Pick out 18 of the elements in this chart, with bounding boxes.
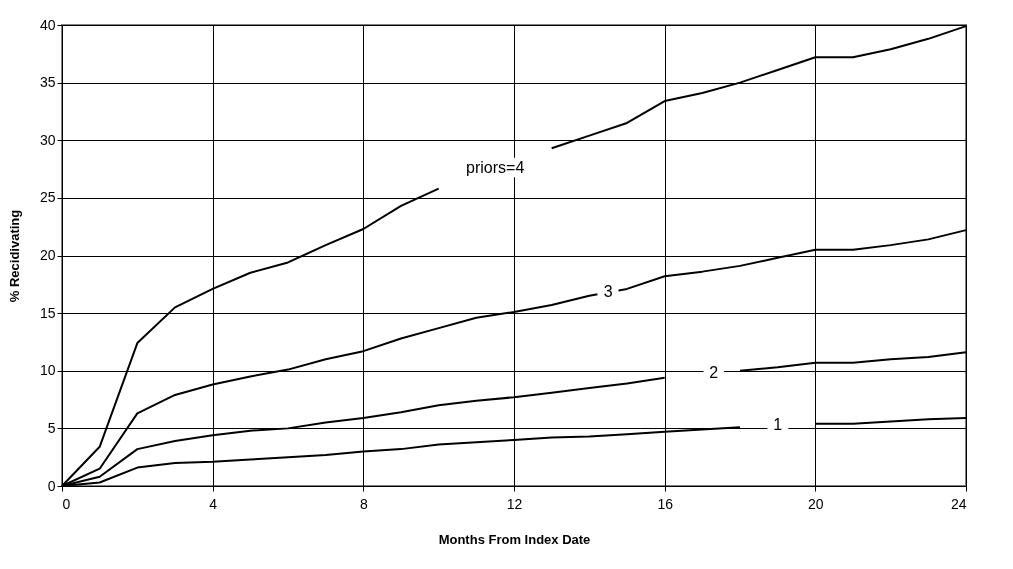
y-tick-label: 10 <box>39 362 56 379</box>
y-tick-label: 5 <box>47 419 56 436</box>
y-tick-label: 35 <box>39 74 56 91</box>
x-tick-label: 20 <box>808 495 824 512</box>
y-tick-label: 15 <box>39 304 56 321</box>
x-tick-label: 16 <box>657 495 674 512</box>
y-tick-label: 20 <box>39 247 56 263</box>
y-tick-label: 30 <box>39 131 56 148</box>
y-tick-label: 25 <box>39 189 56 206</box>
x-tick-label: 8 <box>359 495 368 512</box>
x-tick-label: 12 <box>506 495 523 512</box>
y-axis-title: % Recidivating <box>6 209 22 303</box>
x-tick-label: 24 <box>950 495 967 512</box>
y-tick-label: 0 <box>47 477 56 494</box>
x-axis-title: Months From Index Date <box>438 531 591 547</box>
x-tick-label: 0 <box>62 495 71 512</box>
x-tick-label: 4 <box>209 495 218 512</box>
y-tick-label: 40 <box>39 16 56 33</box>
